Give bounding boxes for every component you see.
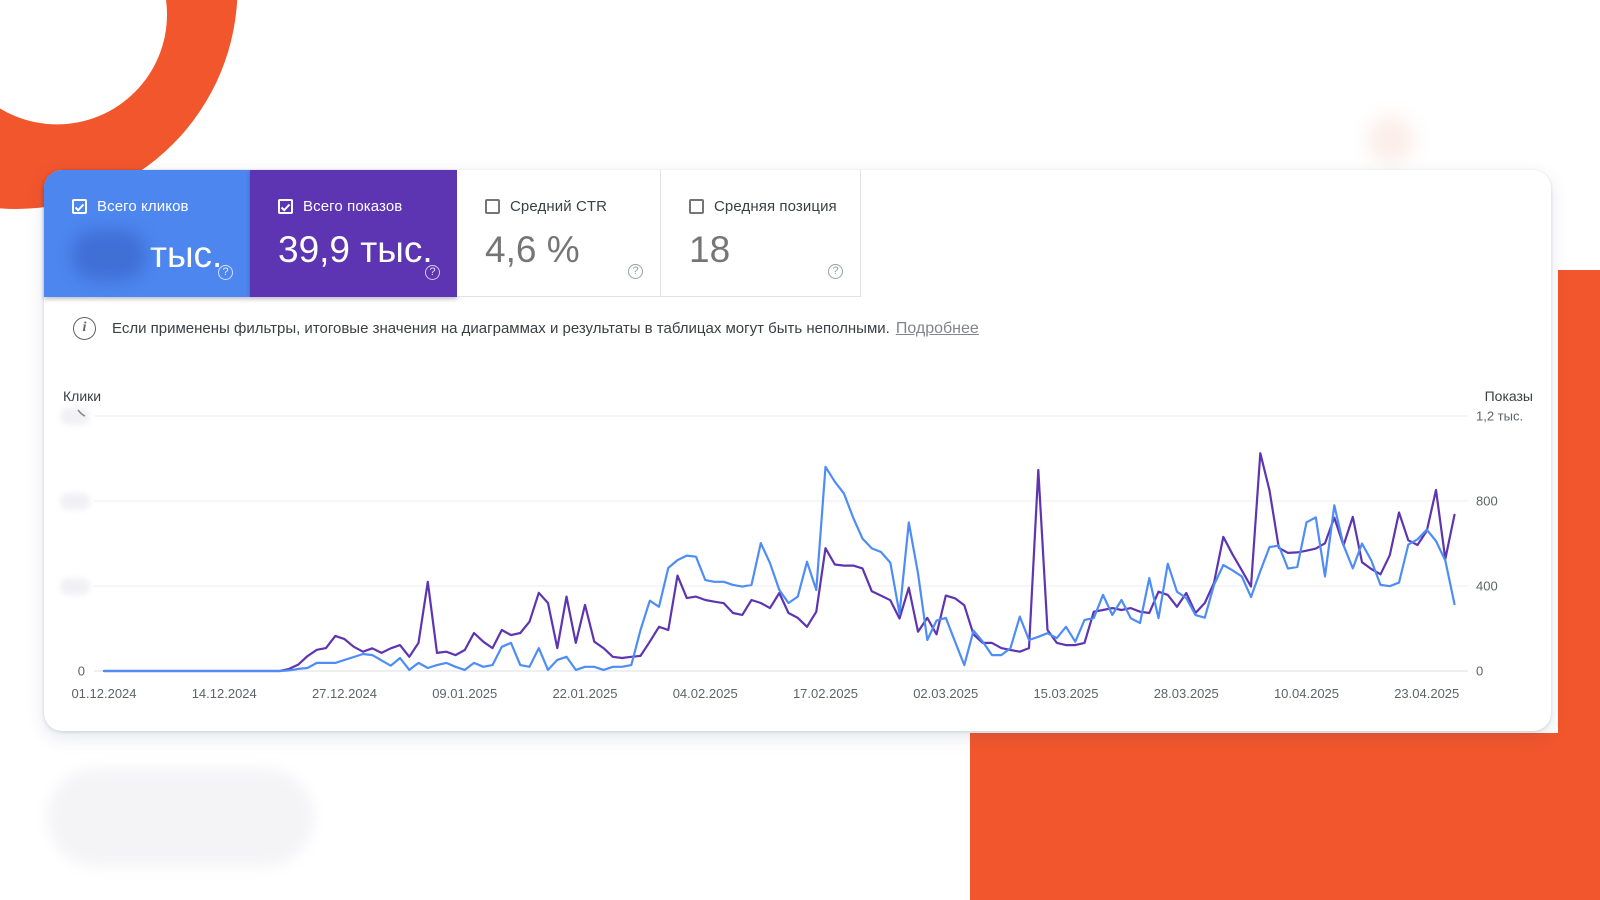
help-icon[interactable]: ? [218, 265, 233, 280]
clicks-line [102, 465, 1456, 673]
orange-donut-shape [0, 0, 238, 209]
x-axis-tick-label: 04.02.2025 [673, 686, 738, 701]
tile-value-impressions: 39,9 тыс. [278, 229, 433, 270]
left-axis-tick-label-zero: 0 [78, 664, 85, 679]
impressions-line [102, 452, 1456, 673]
x-axis-tick-label: 14.12.2024 [192, 686, 257, 701]
x-axis-tick-label: 17.02.2025 [793, 686, 858, 701]
x-axis-tick-label: 09.01.2025 [432, 686, 497, 701]
performance-chart: Клики Показы 0 400 800 1,2 тыс. 0 01.12.2024 14.… [60, 388, 1533, 701]
blur-remnant-mark [77, 409, 86, 417]
pink-smudge [1367, 116, 1415, 164]
right-axis-tick-label: 0 [1476, 664, 1483, 679]
donut-ring [0, 0, 238, 209]
tile-average-position[interactable]: Средняя позиция 18 ? [661, 170, 861, 297]
right-axis-tick-label: 800 [1476, 494, 1498, 509]
banner-link-podrobnee[interactable]: Подробнее [895, 319, 979, 337]
performance-card: Всего кликов тыс. ? Всего показов 39,9 т… [44, 170, 1551, 731]
orange-bottom-rect [970, 733, 1600, 900]
x-axis-tick-label: 15.03.2025 [1033, 686, 1098, 701]
banner-text: Если применены фильтры, итоговые значени… [112, 320, 890, 337]
right-axis-title-impressions: Показы [1485, 388, 1533, 404]
x-axis-tick-label: 02.03.2025 [913, 686, 978, 701]
tile-label: Средний CTR [510, 198, 608, 215]
tile-label: Средняя позиция [714, 198, 837, 215]
tile-value-clicks: тыс. [72, 230, 222, 280]
tile-value-position: 18 [689, 229, 731, 270]
tile-total-clicks[interactable]: Всего кликов тыс. ? [44, 170, 250, 297]
blurred-left-tick-label [60, 493, 90, 510]
x-axis-tick-label: 10.04.2025 [1274, 686, 1339, 701]
x-axis-tick-label: 27.12.2024 [312, 686, 377, 701]
checkbox-total-impressions-checked[interactable] [278, 199, 293, 214]
left-axis-title-clicks: Клики [63, 388, 101, 404]
tile-value-ctr: 4,6 % [485, 229, 580, 270]
blurred-left-tick-label [60, 578, 90, 595]
checkbox-average-position-unchecked[interactable] [689, 199, 704, 214]
right-axis-tick-label: 1,2 тыс. [1476, 409, 1523, 424]
right-axis-tick-label: 400 [1476, 579, 1498, 594]
help-icon[interactable]: ? [828, 264, 843, 279]
x-axis-tick-label: 28.03.2025 [1154, 686, 1219, 701]
info-icon: i [73, 317, 96, 340]
x-axis-tick-label: 01.12.2024 [71, 686, 136, 701]
x-axis-tick-label: 23.04.2025 [1394, 686, 1459, 701]
tile-total-impressions[interactable]: Всего показов 39,9 тыс. ? [250, 170, 457, 297]
tile-label: Всего кликов [97, 198, 189, 215]
tile-label: Всего показов [303, 198, 403, 215]
help-icon[interactable]: ? [425, 265, 440, 280]
tile-average-ctr[interactable]: Средний CTR 4,6 % ? [457, 170, 661, 297]
blurred-left-tick-label [60, 408, 90, 425]
blurred-number [72, 230, 146, 280]
checkbox-total-clicks-checked[interactable] [72, 199, 87, 214]
help-icon[interactable]: ? [628, 264, 643, 279]
checkbox-average-ctr-unchecked[interactable] [485, 199, 500, 214]
metric-tiles: Всего кликов тыс. ? Всего показов 39,9 т… [44, 170, 1551, 297]
blurred-caption [47, 768, 314, 867]
x-axis-tick-label: 22.01.2025 [552, 686, 617, 701]
filters-info-banner: i Если применены фильтры, итоговые значе… [73, 317, 979, 340]
